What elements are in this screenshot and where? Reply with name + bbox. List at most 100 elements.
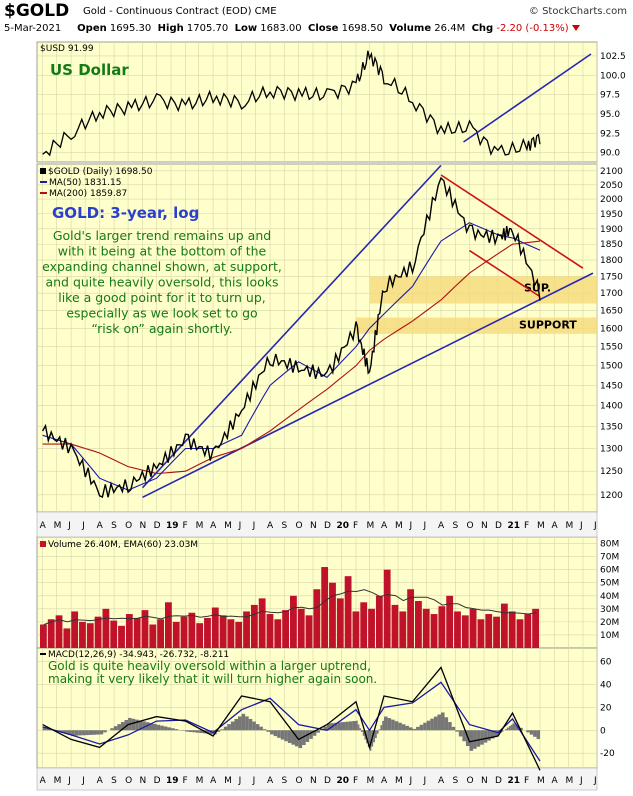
macd-histogram-bar — [67, 730, 72, 735]
volume-bar — [258, 598, 266, 648]
x-tick-label: S — [452, 521, 458, 531]
macd-histogram-bar — [487, 730, 491, 741]
macd-histogram-bar — [391, 719, 395, 731]
y-tick-label: 1700 — [600, 289, 623, 299]
x-tick-label: J — [593, 521, 597, 531]
macd-histogram-bar — [480, 730, 484, 745]
gold-annotation-line: like a good point for it to turn up, — [58, 290, 266, 305]
macd-histogram-bar — [510, 724, 513, 731]
volume-bar — [86, 623, 94, 648]
volume-bar — [352, 611, 360, 648]
y-tick-label: 2050 — [600, 181, 623, 191]
x-tick-label: F — [524, 776, 529, 786]
volume-bar — [500, 603, 508, 648]
macd-histogram-bar — [316, 730, 320, 733]
x-tick-label: O — [296, 521, 303, 531]
gold-panel — [36, 163, 598, 513]
macd-histogram-bar — [113, 726, 118, 731]
x-tick-label: M — [395, 521, 403, 531]
gold-annotation-title: GOLD: 3-year, log — [52, 204, 199, 222]
macd-histogram-bar — [476, 730, 481, 747]
macd-histogram-bar — [241, 713, 246, 731]
volume-bar — [305, 615, 313, 648]
x-tick-label: J — [579, 776, 583, 786]
y-tick-label: 1850 — [600, 240, 623, 250]
x-tick-label: S — [111, 776, 117, 786]
usd-annotation: US Dollar — [50, 61, 129, 79]
volume-bar — [180, 616, 188, 648]
x-tick-label: A — [551, 776, 558, 786]
x-tick-label: F — [353, 521, 358, 531]
y-tick-label: 2000 — [600, 195, 623, 205]
stockcharts-brand[interactable]: © StockCharts.com — [528, 6, 627, 17]
macd-histogram-bar — [323, 726, 328, 731]
volume-bar — [461, 615, 469, 648]
macd-histogram-bar — [252, 721, 256, 731]
x-tick-label: N — [140, 776, 147, 786]
x-axis-strip-bottom — [36, 767, 598, 791]
macd-annotation-line: making it very likely that it will turn … — [48, 672, 377, 686]
volume-bar — [141, 610, 149, 648]
macd-histogram-bar — [199, 730, 203, 734]
volume-bar — [508, 611, 516, 648]
quote-date: 5-Mar-2021 — [4, 23, 62, 34]
x-tick-label: N — [481, 521, 488, 531]
macd-histogram-bar — [153, 723, 157, 731]
support-label-support: SUPPORT — [519, 318, 577, 331]
volume-bar — [477, 619, 485, 648]
macd-histogram-bar — [380, 725, 383, 731]
volume-bar — [274, 619, 282, 648]
y-tick-label: 90.0 — [600, 149, 620, 159]
volume-bar — [266, 614, 274, 648]
x-tick-label: J — [409, 521, 413, 531]
gold-price-line — [41, 176, 541, 498]
x-tick-label: J — [67, 521, 71, 531]
macd-histogram-bar — [312, 730, 317, 736]
macd-histogram-bar — [455, 730, 459, 732]
gold-legend: $GOLD (Daily) 1698.50 — [48, 167, 153, 177]
x-tick-label: A — [97, 521, 104, 531]
volume-bar — [454, 611, 461, 648]
volume-bar — [165, 602, 172, 648]
volume-bar — [204, 617, 211, 648]
x-tick-label: O — [466, 776, 473, 786]
gold-annotation-line: and quite heavily oversold, this looks — [45, 275, 278, 290]
x-tick-label: M — [367, 776, 375, 786]
macd-histogram-bar — [359, 728, 362, 731]
macd-histogram-bar — [181, 730, 186, 731]
x-tick-label: A — [381, 521, 388, 531]
macd-histogram-bar — [401, 724, 406, 731]
macd-histogram-bar — [412, 728, 417, 731]
macd-histogram-bar — [245, 716, 249, 731]
macd-histogram-bar — [398, 722, 402, 731]
macd-histogram-bar — [174, 729, 179, 731]
gold-annotation-line: especially as we look set to go — [66, 306, 257, 321]
y-tick-label: 0 — [600, 726, 606, 736]
macd-annotation-line: Gold is quite heavily oversold within a … — [48, 659, 371, 673]
open-value: 1695.30 — [109, 23, 152, 34]
volume-bar — [211, 607, 219, 648]
macd-histogram-bar — [341, 722, 346, 731]
macd-histogram-bar — [291, 730, 295, 745]
macd-histogram-bar — [135, 719, 139, 731]
volume-bar — [469, 608, 477, 648]
volume-bar — [149, 624, 157, 648]
volume-value: 26.4M — [434, 23, 466, 34]
y-tick-label: 1500 — [600, 362, 623, 372]
x-tick-label: A — [210, 521, 217, 531]
y-tick-label: 97.5 — [600, 91, 620, 101]
y-tick-label: 40 — [600, 681, 612, 691]
y-tick-label: 100.0 — [600, 71, 626, 81]
macd-histogram-bar — [110, 728, 114, 731]
y-tick-label: 1600 — [600, 324, 623, 334]
y-tick-label: 30M — [600, 605, 619, 615]
volume-bar — [71, 611, 79, 648]
macd-histogram-bar — [294, 730, 299, 747]
macd-histogram-bar — [352, 721, 356, 731]
y-tick-label: 95.0 — [600, 110, 620, 120]
x-tick-label: F — [183, 521, 188, 531]
usd-panel — [36, 41, 598, 163]
x-tick-label: J — [81, 776, 85, 786]
close-value: 1698.50 — [341, 23, 383, 34]
x-tick-label: F — [183, 776, 188, 786]
